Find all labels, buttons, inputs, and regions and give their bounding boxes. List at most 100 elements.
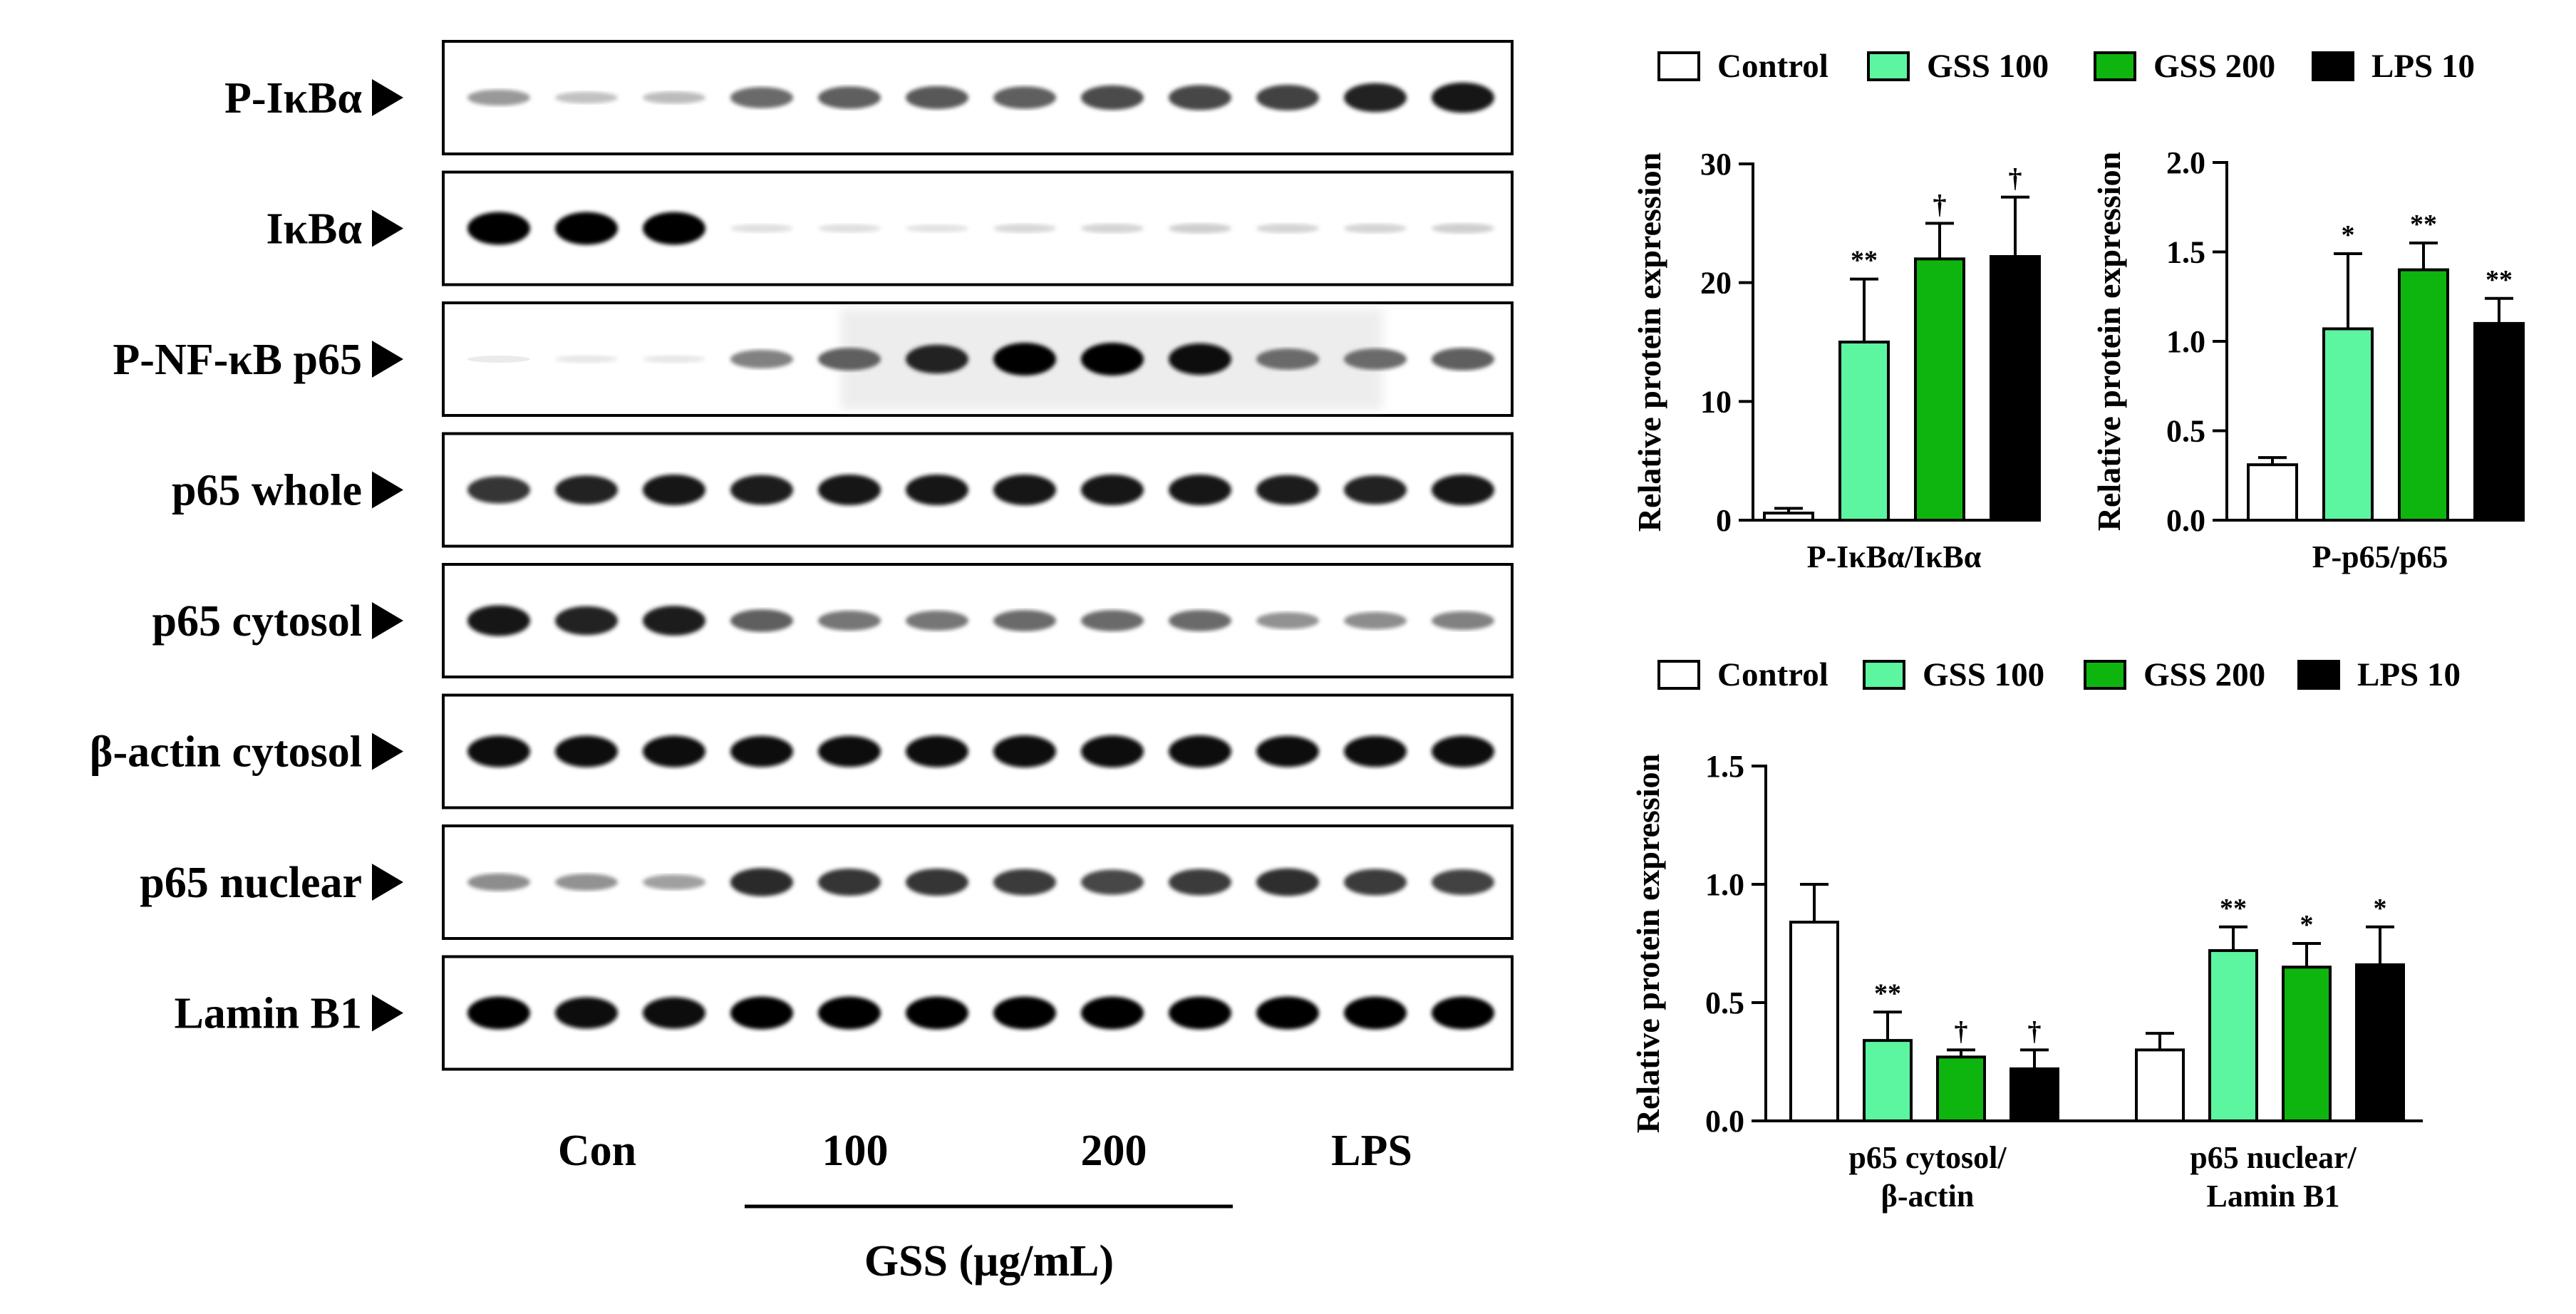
blot-row-label: IκBα bbox=[266, 205, 362, 254]
blot-row-label: Lamin B1 bbox=[174, 990, 362, 1038]
blot-band bbox=[906, 735, 968, 767]
blot-band bbox=[1432, 474, 1494, 506]
blot-band bbox=[643, 91, 705, 104]
y-tick-label: 0.5 bbox=[1705, 986, 1744, 1020]
significance-mark: † bbox=[1933, 190, 1947, 219]
blot-strip bbox=[442, 693, 1514, 809]
blot-band bbox=[818, 224, 881, 233]
significance-mark: * bbox=[2300, 910, 2314, 940]
blot-band bbox=[993, 996, 1056, 1030]
blot-row: IκBα bbox=[266, 170, 1514, 286]
blot-row: P-IκBα bbox=[224, 40, 1514, 155]
blot-band bbox=[1344, 83, 1407, 113]
blot-row: p65 cytosol bbox=[152, 563, 1514, 678]
bar bbox=[1838, 341, 1890, 522]
bar bbox=[2398, 268, 2449, 522]
blot-band bbox=[818, 735, 881, 767]
blot-band bbox=[555, 475, 618, 505]
blot-band bbox=[643, 355, 705, 363]
y-tick-label: 1.0 bbox=[1705, 867, 1744, 902]
y-tick-label: 1.0 bbox=[2166, 324, 2205, 359]
blot-band bbox=[1432, 611, 1494, 631]
blot-strip bbox=[442, 40, 1514, 155]
blot-band bbox=[1081, 610, 1144, 631]
significance-mark: * bbox=[2342, 220, 2355, 250]
bar bbox=[2247, 463, 2298, 522]
legend-label: LPS 10 bbox=[2357, 656, 2461, 693]
bar bbox=[2208, 948, 2258, 1122]
blot-band bbox=[906, 86, 968, 110]
blot-row-label: p65 nuclear bbox=[140, 859, 362, 907]
blot-band bbox=[1432, 82, 1494, 113]
legend-swatch bbox=[1867, 51, 1910, 81]
blot-band bbox=[1432, 348, 1494, 371]
blot-band bbox=[906, 344, 968, 374]
significance-mark: ** bbox=[1874, 978, 1901, 1008]
blot-band bbox=[467, 89, 530, 106]
blot-band bbox=[1081, 474, 1144, 506]
western-blot-panel: P-IκBα IκBα P-NF-κB p65 p65 whole p65 cytoso… bbox=[90, 40, 1514, 1285]
blot-strip bbox=[442, 432, 1514, 548]
y-axis-label: Relative protein expression bbox=[2091, 152, 2127, 531]
legend-bottom: Control GSS 100 GSS 200 LPS 10 bbox=[1657, 656, 2461, 693]
blot-band bbox=[730, 868, 793, 896]
blot-band bbox=[1432, 996, 1494, 1030]
blot-band bbox=[467, 356, 530, 363]
arrow-icon bbox=[372, 79, 403, 116]
blot-band bbox=[818, 868, 881, 896]
y-tick-label: 0.0 bbox=[2166, 503, 2205, 538]
legend-swatch bbox=[1657, 660, 1700, 690]
lane-group-label: Con bbox=[558, 1127, 636, 1175]
legend-swatch bbox=[2094, 51, 2136, 81]
bar bbox=[1763, 512, 1814, 522]
x-category-label: Lamin B1 bbox=[2206, 1179, 2339, 1214]
blot-band bbox=[1169, 343, 1231, 376]
bar bbox=[2322, 327, 2374, 522]
arrow-icon bbox=[372, 471, 403, 509]
blot-band bbox=[1344, 735, 1407, 767]
lane-group-label: 100 bbox=[822, 1127, 889, 1175]
blot-band bbox=[1432, 735, 1494, 767]
blot-band bbox=[993, 735, 1056, 767]
legend-label: GSS 100 bbox=[1923, 656, 2044, 693]
blot-band bbox=[1169, 996, 1231, 1030]
blot-band bbox=[643, 735, 705, 767]
blot-band bbox=[1169, 735, 1231, 767]
blot-band bbox=[555, 735, 618, 767]
blot-band bbox=[1256, 85, 1319, 110]
chart-p65-localization: 0.0 0.5 1.0 1.5 Relative protein expression *… bbox=[1630, 749, 2423, 1214]
blot-band bbox=[1344, 611, 1407, 630]
blot-band bbox=[730, 996, 793, 1030]
blot-band bbox=[643, 997, 705, 1029]
y-tick-label: 20 bbox=[1700, 266, 1732, 301]
blot-band bbox=[1344, 996, 1407, 1030]
y-tick-label: 2.0 bbox=[2166, 145, 2205, 180]
bar bbox=[1990, 255, 2041, 522]
blot-band bbox=[1344, 348, 1407, 370]
significance-mark: ** bbox=[2486, 265, 2513, 295]
bar bbox=[1789, 921, 1839, 1122]
blot-band bbox=[1169, 869, 1231, 896]
bar bbox=[2473, 321, 2525, 522]
blot-band bbox=[818, 611, 881, 631]
y-axis-label: Relative protein expression bbox=[1630, 754, 1666, 1133]
blot-band bbox=[1081, 343, 1144, 376]
bar bbox=[2135, 1048, 2185, 1123]
blot-strip bbox=[442, 824, 1514, 940]
blot-band bbox=[818, 86, 881, 109]
blot-band bbox=[1169, 223, 1231, 234]
blot-band bbox=[643, 212, 705, 245]
blot-band bbox=[730, 87, 793, 108]
significance-mark: † bbox=[2028, 1016, 2042, 1046]
chart-p-p65-ratio: 0.0 0.5 1.0 1.5 2.0 Relative protein expressi… bbox=[2091, 145, 2525, 574]
blot-row-label: P-NF-κB p65 bbox=[113, 336, 362, 384]
blot-band bbox=[643, 474, 705, 506]
blot-band bbox=[993, 474, 1056, 506]
blot-band bbox=[1169, 85, 1231, 110]
blot-band bbox=[818, 474, 881, 506]
blot-row: β-actin cytosol bbox=[90, 693, 1514, 809]
legend-swatch bbox=[2084, 660, 2126, 690]
blot-band bbox=[1256, 735, 1319, 767]
blot-band bbox=[1081, 85, 1144, 110]
